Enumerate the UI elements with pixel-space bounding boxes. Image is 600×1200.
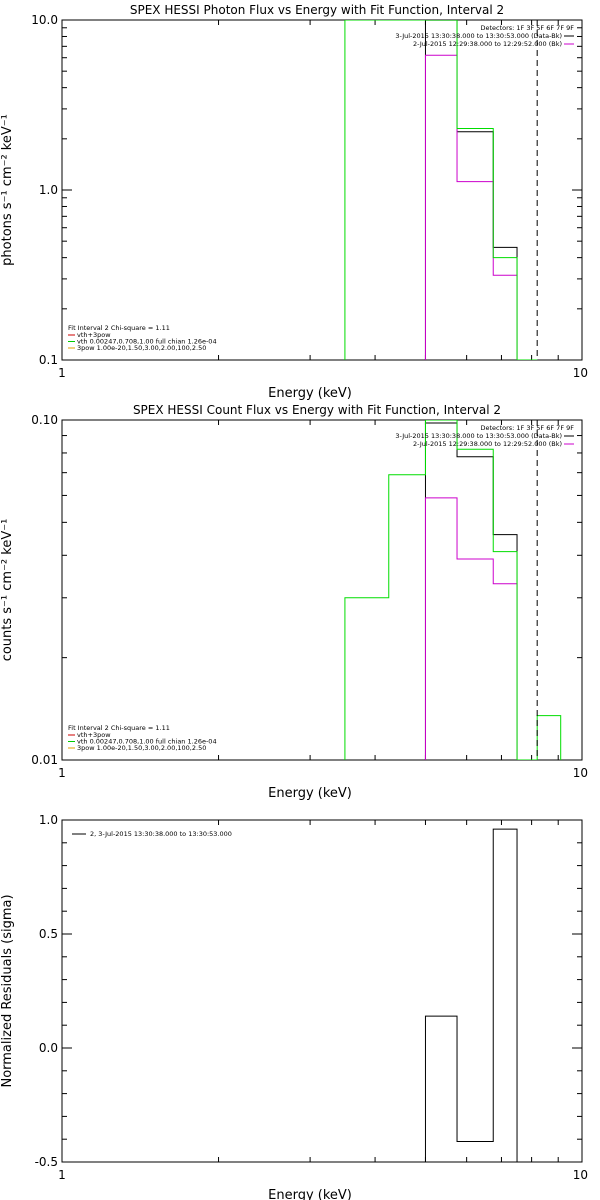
legend-entry-label: vth 0.00247,0.708,1.00 full chian 1.26e-… — [77, 738, 217, 746]
series-line-2 — [424, 54, 538, 360]
y-axis-label: counts s⁻¹ cm⁻² keV⁻¹ — [0, 519, 15, 662]
y-tick-label: 0.10 — [31, 413, 58, 427]
x-tick-label: 1 — [58, 1168, 66, 1182]
y-tick-label: 0.1 — [39, 353, 58, 367]
legend-top: Detectors: 1F 3F 5F 6F 7F 9F3-Jul-2015 1… — [395, 24, 574, 48]
legend-entry-label: 2-Jul-2015 12:29:38.000 to 12:29:52.000 … — [413, 440, 562, 448]
plot-frame — [61, 19, 583, 361]
legend-entry-label: vth+3pow — [77, 331, 111, 339]
legend-top: 2, 3-Jul-2015 13:30:38.000 to 13:30:53.0… — [72, 830, 232, 838]
series-line-1 — [424, 828, 538, 1162]
series-line-1 — [424, 20, 538, 360]
series-line-3 — [344, 420, 562, 760]
y-tick-label: -0.5 — [35, 1155, 58, 1169]
legend-entry-label: 3pow 1.00e-20,1.50,3.00,2.00,100,2.50 — [77, 344, 206, 352]
series-line-1 — [424, 422, 538, 760]
series-line-3 — [344, 20, 538, 360]
legend-header: Detectors: 1F 3F 5F 6F 7F 9F — [480, 24, 574, 32]
x-axis-label: Energy (keV) — [268, 386, 352, 401]
chart-title: SPEX HESSI Count Flux vs Energy with Fit… — [133, 403, 501, 417]
legend-entry-label: 3-Jul-2015 13:30:38.000 to 13:30:53.000 … — [395, 32, 562, 40]
y-tick-label: 0.0 — [39, 1041, 58, 1055]
plot-area — [344, 20, 538, 360]
y-tick-label: 1.0 — [39, 183, 58, 197]
x-axis-label: Energy (keV) — [268, 1188, 352, 1200]
legend-fit: Fit Interval 2 Chi-square = 1.11vth+3pow… — [68, 324, 217, 352]
x-tick-label: 1 — [58, 366, 66, 380]
legend-entry-label: vth 0.00247,0.708,1.00 full chian 1.26e-… — [77, 338, 217, 346]
chart-panel-2: 1 10 0.01 0.10 SPEX HESSI Count Flux vs Ener… — [0, 403, 588, 801]
legend-entry-label: vth+3pow — [77, 731, 111, 739]
x-tick-label: 10 — [573, 1168, 588, 1182]
plot-frame — [61, 819, 583, 1163]
plot-frame — [61, 419, 583, 761]
legend-fit-header: Fit Interval 2 Chi-square = 1.11 — [68, 724, 170, 732]
plot-area — [424, 828, 538, 1162]
legend-fit-header: Fit Interval 2 Chi-square = 1.11 — [68, 324, 170, 332]
chart-panel-1: 1 10 0.1 1.0 10.0 SPEX HESSI Photon Flux vs E… — [0, 3, 588, 401]
legend-header: Detectors: 1F 3F 5F 6F 7F 9F — [480, 424, 574, 432]
y-tick-label: 1.0 — [39, 813, 58, 827]
y-axis-label: Normalized Residuals (sigma) — [0, 894, 15, 1087]
y-tick-label: 0.5 — [39, 927, 58, 941]
legend-top: Detectors: 1F 3F 5F 6F 7F 9F3-Jul-2015 1… — [395, 424, 574, 448]
plot-area — [344, 420, 562, 760]
x-axis-label: Energy (keV) — [268, 786, 352, 801]
legend-entry-label: 2, 3-Jul-2015 13:30:38.000 to 13:30:53.0… — [90, 830, 232, 838]
legend-entry-label: 3-Jul-2015 13:30:38.000 to 13:30:53.000 … — [395, 432, 562, 440]
series-line-2 — [424, 497, 538, 760]
y-axis-label: photons s⁻¹ cm⁻² keV⁻¹ — [0, 114, 15, 266]
x-tick-label: 10 — [573, 766, 588, 780]
legend-fit: Fit Interval 2 Chi-square = 1.11vth+3pow… — [68, 724, 217, 752]
y-tick-label: 0.01 — [31, 753, 58, 767]
x-tick-label: 10 — [573, 366, 588, 380]
x-tick-label: 1 — [58, 766, 66, 780]
chart-title: SPEX HESSI Photon Flux vs Energy with Fi… — [130, 3, 504, 17]
legend-entry-label: 2-Jul-2015 12:29:38.000 to 12:29:52.000 … — [413, 40, 562, 48]
chart-panel-3: 1 10 -0.5 0.0 0.5 1.0 Energy (keV) Normalized R… — [0, 813, 588, 1200]
y-tick-label: 10.0 — [31, 13, 58, 27]
legend-entry-label: 3pow 1.00e-20,1.50,3.00,2.00,100,2.50 — [77, 744, 206, 752]
